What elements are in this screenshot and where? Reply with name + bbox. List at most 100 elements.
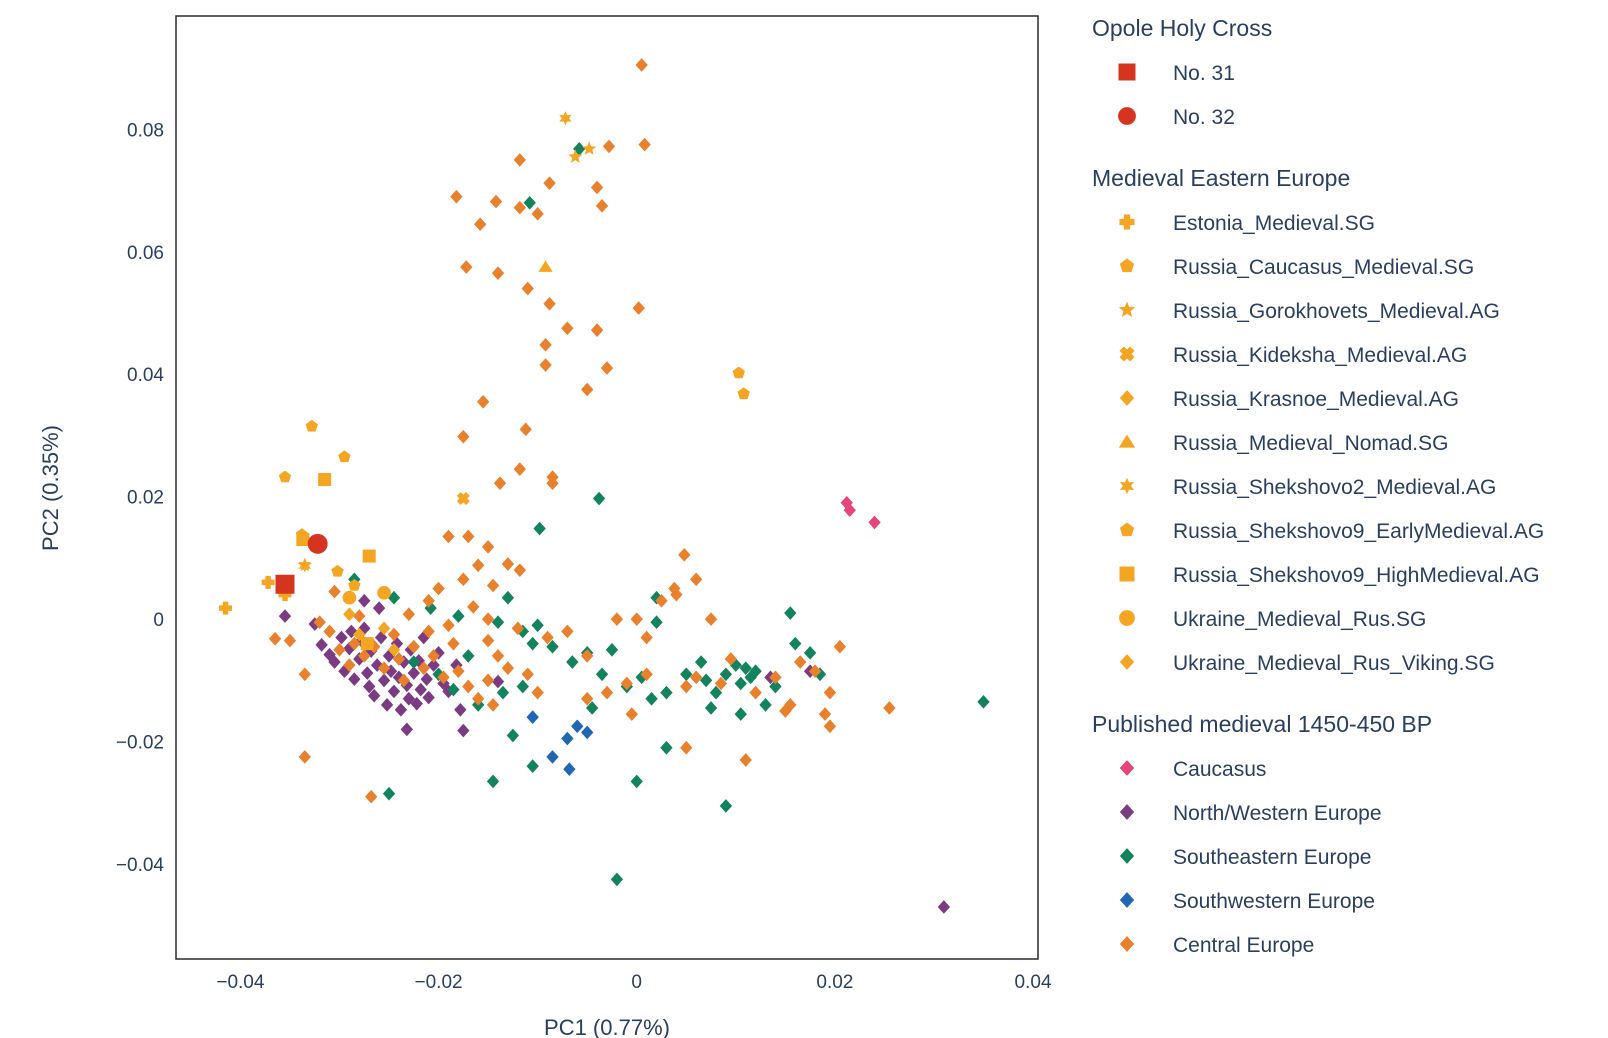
point-southeastern-europe xyxy=(486,774,500,789)
legend-item-southwestern-europe[interactable]: Southwestern Europe xyxy=(1119,890,1375,913)
point-southwestern-europe xyxy=(546,750,559,764)
point-southeastern-europe xyxy=(645,691,658,706)
legend-swatch xyxy=(1119,522,1135,537)
point-southeastern-europe xyxy=(610,872,624,887)
legend-swatch xyxy=(1119,936,1135,952)
legend-item-russia-gorokhovets-medieval-ag[interactable]: Russia_Gorokhovets_Medieval.AG xyxy=(1118,300,1500,323)
point-southeastern-europe xyxy=(704,701,718,715)
point-russia-gorokhovets-medieval-ag xyxy=(582,141,597,155)
point-central-europe xyxy=(333,642,346,657)
point-central-europe xyxy=(655,593,668,608)
legend-item-russia-shekshovo9-earlymedieval-ag[interactable]: Russia_Shekshovo9_EarlyMedieval.AG xyxy=(1119,520,1544,543)
legend-item-southeastern-europe[interactable]: Southeastern Europe xyxy=(1119,846,1372,869)
point-russia-gorokhovets-medieval-ag xyxy=(568,149,583,163)
point-north-western-europe xyxy=(400,722,414,737)
point-central-europe xyxy=(268,631,282,646)
point-north-western-europe xyxy=(315,638,328,652)
point-north-western-europe xyxy=(363,679,376,694)
point-central-europe xyxy=(481,540,495,554)
point-north-western-europe xyxy=(323,647,336,662)
legend-label: No. 32 xyxy=(1173,106,1235,129)
point-central-europe xyxy=(472,558,485,573)
legend-label: North/Western Europe xyxy=(1173,802,1382,825)
point-russia-shekshovo9-highmedieval-ag xyxy=(296,533,310,547)
legend-swatch xyxy=(1119,804,1135,820)
point-no-31 xyxy=(275,574,295,594)
point-russia-shekshovo9-earlymedieval-ag xyxy=(348,579,361,591)
scatter-points xyxy=(219,58,990,914)
legend-item-ukraine-medieval-rus-viking-sg[interactable]: Ukraine_Medieval_Rus_Viking.SG xyxy=(1119,652,1495,675)
point-central-europe xyxy=(442,529,455,544)
legend-item-russia-shekshovo2-medieval-ag[interactable]: Russia_Shekshovo2_Medieval.AG xyxy=(1119,476,1496,499)
point-central-europe xyxy=(402,607,416,622)
point-north-western-europe xyxy=(417,630,430,645)
point-central-europe xyxy=(358,649,371,663)
point-southeastern-europe xyxy=(516,679,529,694)
point-central-europe xyxy=(513,462,526,476)
point-central-europe xyxy=(680,740,693,755)
point-central-europe xyxy=(689,670,703,685)
legend-label: Russia_Kideksha_Medieval.AG xyxy=(1173,344,1467,367)
point-southeastern-europe xyxy=(660,685,673,700)
point-central-europe xyxy=(539,338,552,352)
point-central-europe xyxy=(541,630,554,645)
point-central-europe xyxy=(513,153,526,167)
point-central-europe xyxy=(491,266,505,281)
legend-item-estonia-medieval-sg[interactable]: Estonia_Medieval.SG xyxy=(1119,212,1375,235)
point-southeastern-europe xyxy=(447,682,460,697)
legend-swatch xyxy=(1118,107,1136,125)
point-southwestern-europe xyxy=(563,762,576,777)
point-central-europe xyxy=(348,636,361,651)
point-russia-shekshovo9-highmedieval-ag xyxy=(362,549,376,563)
point-central-europe xyxy=(417,661,430,675)
point-southeastern-europe xyxy=(523,195,536,210)
legend-item-north-western-europe[interactable]: North/Western Europe xyxy=(1119,802,1382,825)
point-north-western-europe xyxy=(491,674,505,689)
legend-item-russia-shekshovo9-highmedieval-ag[interactable]: Russia_Shekshovo9_HighMedieval.AG xyxy=(1119,564,1540,587)
point-north-western-europe xyxy=(454,702,467,717)
legend-group-title: Published medieval 1450-450 BP xyxy=(1092,711,1432,737)
point-southeastern-europe xyxy=(387,590,401,605)
legend-item-central-europe[interactable]: Central Europe xyxy=(1119,934,1314,957)
point-russia-caucasus-medieval-sg xyxy=(305,419,318,432)
point-north-western-europe xyxy=(348,672,361,686)
legend-item-caucasus[interactable]: Caucasus xyxy=(1119,758,1267,781)
point-southeastern-europe xyxy=(491,615,505,630)
point-southeastern-europe xyxy=(452,609,465,623)
point-central-europe xyxy=(486,578,500,593)
legend-item-ukraine-medieval-rus-sg[interactable]: Ukraine_Medieval_Rus.SG xyxy=(1119,608,1426,631)
legend-label: Ukraine_Medieval_Rus.SG xyxy=(1173,608,1426,631)
point-central-europe xyxy=(670,587,683,602)
point-estonia-medieval-sg xyxy=(278,588,292,602)
y-axis-title: PC2 (0.35%) xyxy=(38,425,63,551)
point-central-europe xyxy=(491,649,505,663)
point-central-europe xyxy=(387,627,401,642)
legend-item-no-31[interactable]: No. 31 xyxy=(1118,62,1235,85)
point-north-western-europe xyxy=(407,666,420,680)
point-north-western-europe xyxy=(400,678,414,693)
point-central-europe xyxy=(489,194,503,209)
point-central-europe xyxy=(600,685,614,700)
point-north-western-europe xyxy=(358,593,371,608)
point-central-europe xyxy=(467,600,480,614)
point-southwestern-europe xyxy=(581,725,594,740)
legend-item-russia-kideksha-medieval-ag[interactable]: Russia_Kideksha_Medieval.AG xyxy=(1116,343,1467,367)
point-southeastern-europe xyxy=(719,667,733,682)
legend-swatch xyxy=(1119,346,1135,362)
legend-swatch xyxy=(1119,892,1135,908)
point-southeastern-europe xyxy=(680,667,693,682)
point-caucasus xyxy=(868,515,881,530)
y-tick-label: 0.06 xyxy=(127,243,164,264)
point-central-europe xyxy=(486,698,500,712)
legend-swatch xyxy=(1119,566,1135,582)
legend-item-russia-medieval-nomad-sg[interactable]: Russia_Medieval_Nomad.SG xyxy=(1118,432,1449,455)
legend-item-russia-caucasus-medieval-sg[interactable]: Russia_Caucasus_Medieval.SG xyxy=(1119,256,1474,279)
legend-label: Caucasus xyxy=(1173,758,1266,781)
legend-label: Russia_Medieval_Nomad.SG xyxy=(1173,432,1448,455)
x-axis-ticks: −0.04 −0.02 0 0.02 0.04 xyxy=(216,972,1052,993)
legend-item-no-32[interactable]: No. 32 xyxy=(1118,106,1235,129)
point-southeastern-europe xyxy=(585,701,599,715)
legend-item-russia-krasnoe-medieval-ag[interactable]: Russia_Krasnoe_Medieval.AG xyxy=(1119,388,1459,411)
point-southeastern-europe xyxy=(531,618,544,633)
point-north-western-europe xyxy=(361,666,374,680)
